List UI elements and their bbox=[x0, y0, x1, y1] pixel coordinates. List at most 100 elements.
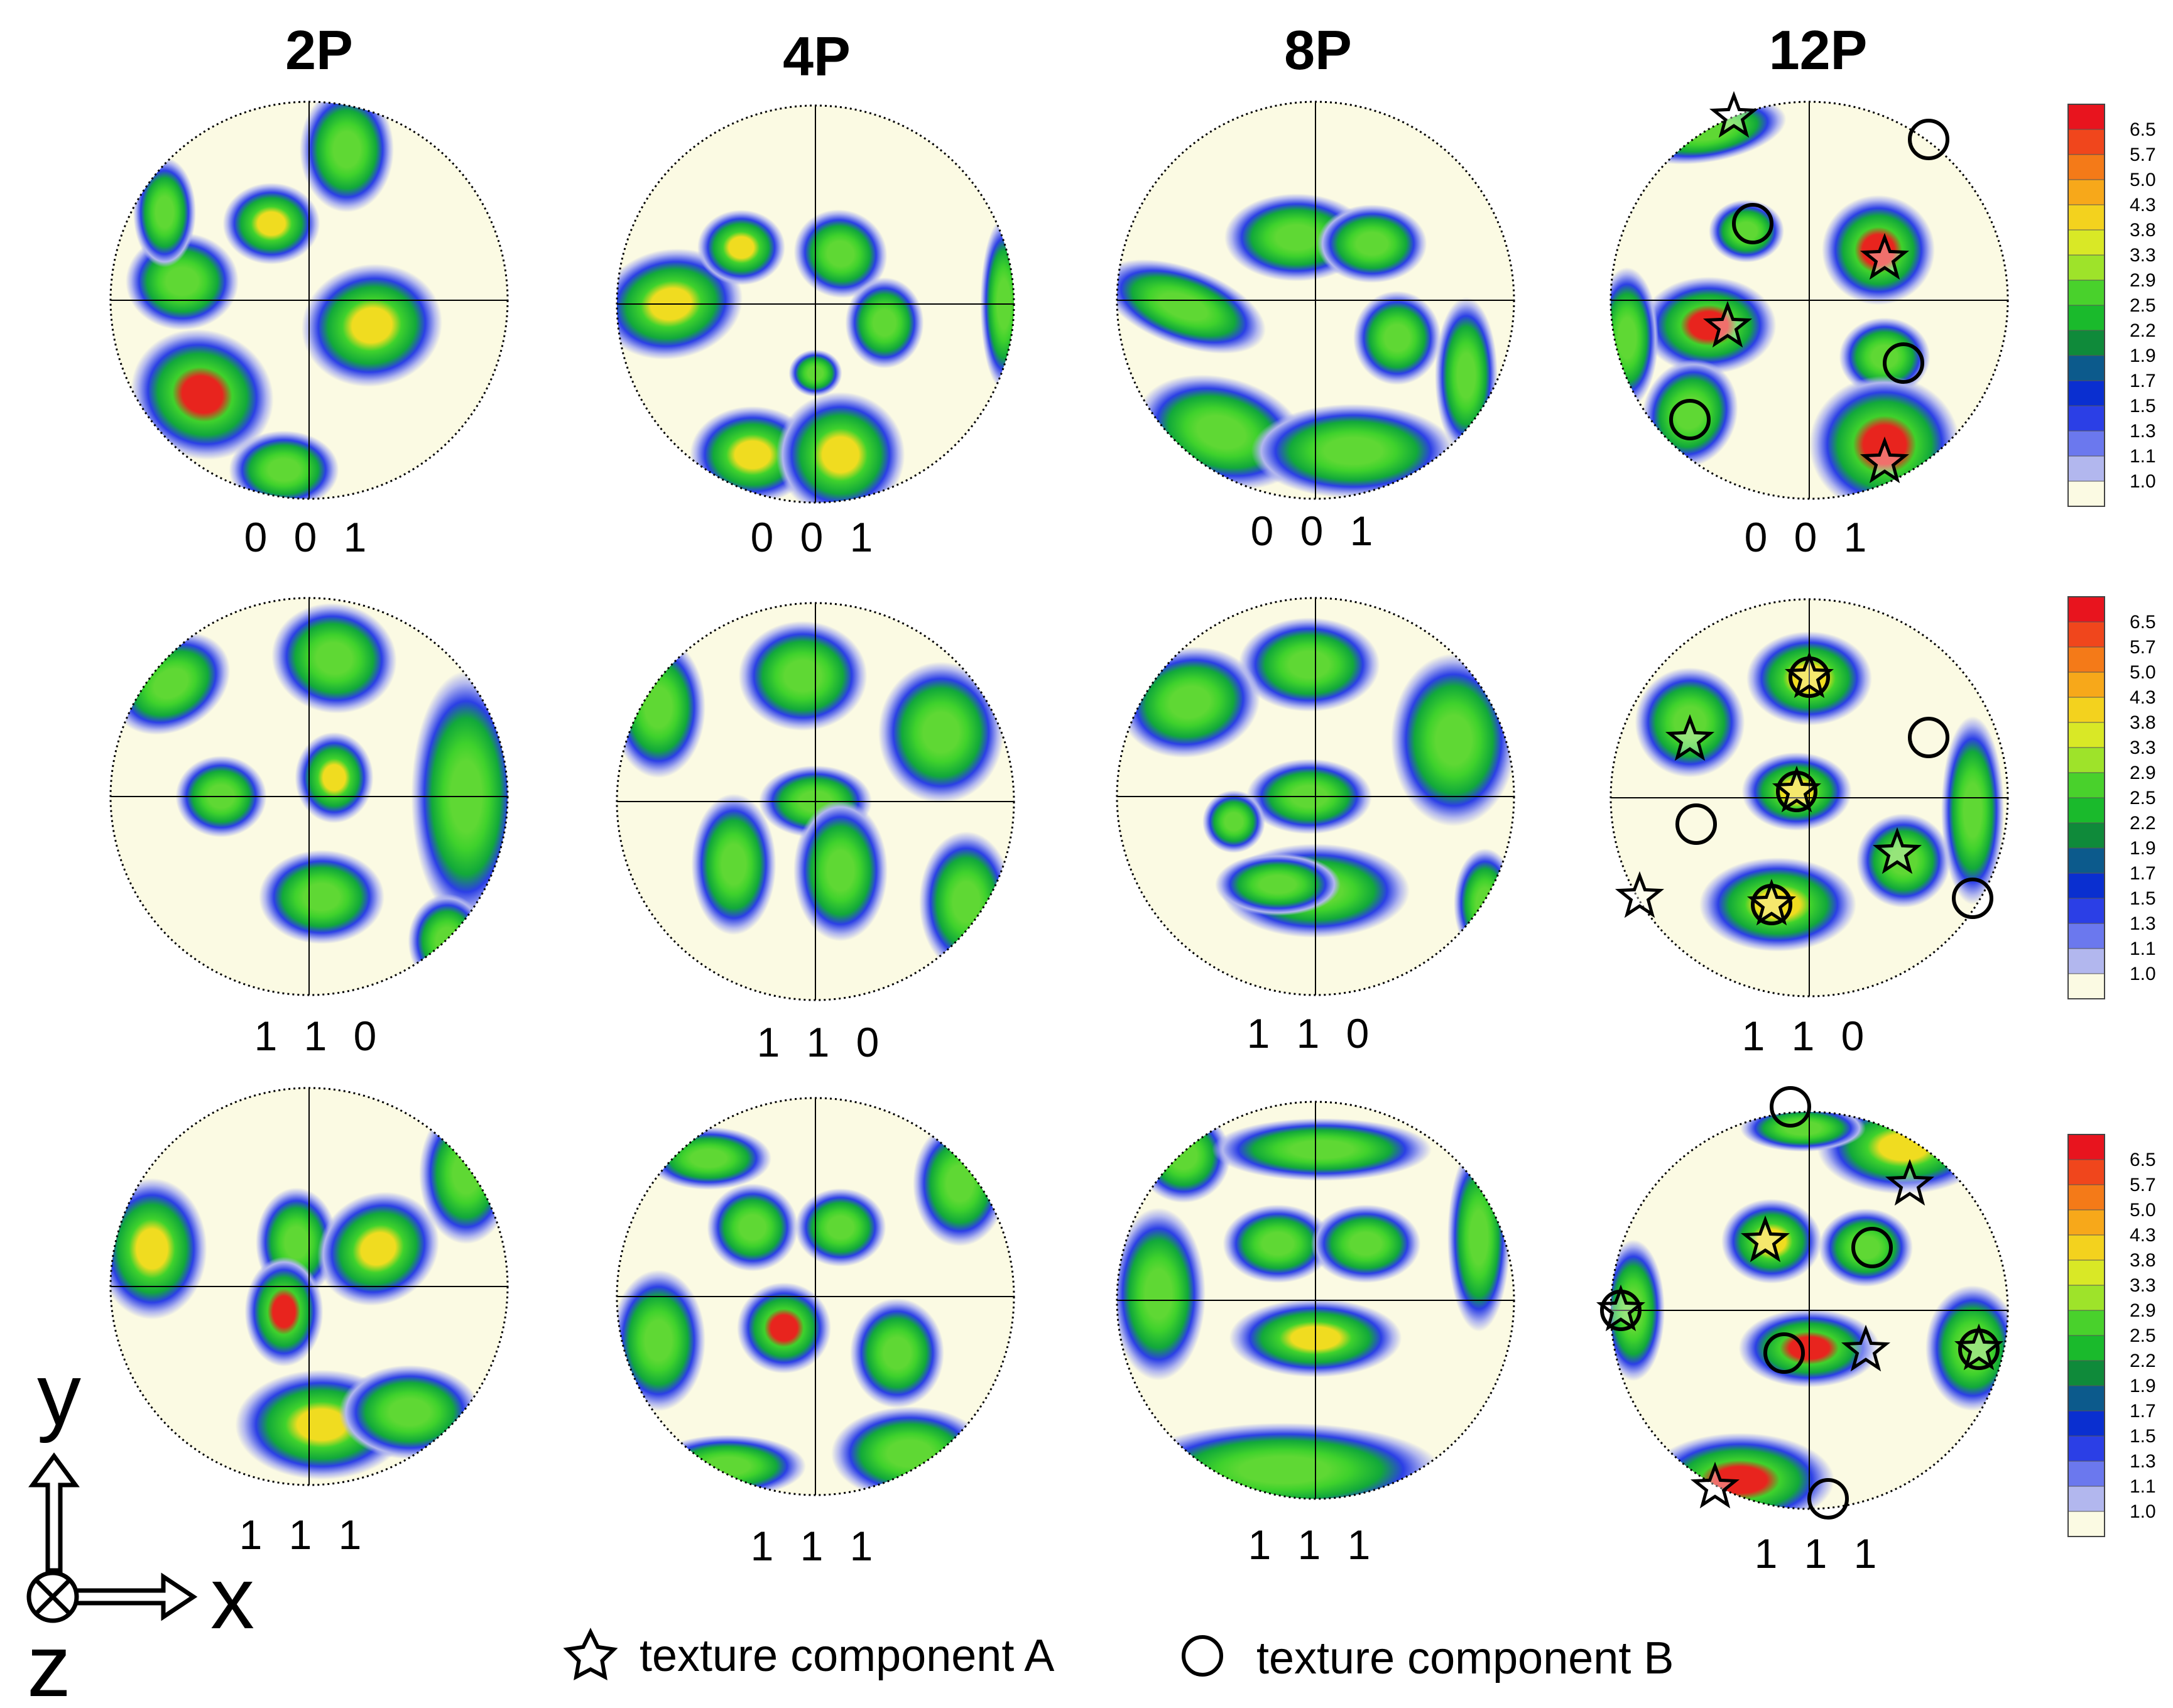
column-title-8p: 8P bbox=[1284, 19, 1352, 81]
intensity-contour bbox=[1202, 790, 1265, 853]
colorbar-swatch bbox=[2067, 481, 2105, 507]
disc-outline bbox=[616, 1097, 1015, 1496]
row-label-001-12p: 0 0 1 bbox=[1745, 514, 1875, 560]
disc-outline bbox=[616, 104, 1015, 504]
intensity-contour bbox=[1238, 617, 1380, 712]
colorbar-swatch bbox=[2067, 154, 2105, 180]
intensity-contour bbox=[1856, 813, 1951, 908]
component-b-circle-icon bbox=[1763, 1332, 1805, 1374]
legend-label-a: texture component A bbox=[640, 1631, 1054, 1681]
component-a-star-icon bbox=[1885, 1158, 1935, 1206]
pole-figure-110-4p bbox=[616, 602, 1015, 1001]
colorbar-tick-label: 2.9 bbox=[2130, 1300, 2156, 1321]
intensity-contour bbox=[1215, 853, 1341, 916]
intensity-contour bbox=[271, 603, 397, 714]
component-b-circle-icon bbox=[1807, 1478, 1849, 1520]
intensity-contour bbox=[419, 1102, 508, 1244]
colorbar-swatch bbox=[2067, 797, 2105, 824]
disc-outline bbox=[1609, 598, 2009, 998]
intensity-contour bbox=[1721, 1199, 1822, 1284]
y-axis-arrow-icon bbox=[28, 1452, 80, 1573]
colorbar-tick-label: 3.3 bbox=[2130, 737, 2156, 758]
column-title-12p: 12P bbox=[1769, 19, 1868, 81]
colorbar-swatch bbox=[2067, 1310, 2105, 1336]
intensity-contour bbox=[1447, 1143, 1510, 1332]
intensity-contour bbox=[131, 329, 274, 460]
intensity-contour bbox=[1391, 653, 1514, 827]
colorbar-swatch bbox=[2067, 455, 2105, 482]
intensity-contour bbox=[1740, 1112, 1866, 1152]
colorbar-tick-label: 5.0 bbox=[2130, 662, 2156, 683]
intensity-contour bbox=[301, 264, 443, 387]
colorbar-swatch bbox=[2067, 672, 2105, 698]
component-a-star-icon bbox=[1954, 1323, 2004, 1371]
intensity-contour bbox=[831, 1406, 988, 1495]
pole-figure-001-8p bbox=[1116, 101, 1515, 500]
pole-figure-001-4p bbox=[616, 104, 1015, 504]
colorbar-swatch bbox=[2067, 923, 2105, 949]
component-b-circle-icon bbox=[1669, 399, 1711, 440]
intensity-contour bbox=[1251, 404, 1456, 498]
component-a-star-icon bbox=[1665, 714, 1715, 761]
disc-outline bbox=[1609, 101, 2009, 500]
row-label-001-4p: 0 0 1 bbox=[751, 514, 881, 560]
pole-figure-111-2p bbox=[109, 1087, 509, 1486]
colorbar-swatch bbox=[2067, 1259, 2105, 1286]
disc-outline bbox=[1116, 1101, 1515, 1500]
colorbar-swatch bbox=[2067, 330, 2105, 356]
component-a-star-icon bbox=[1690, 1461, 1740, 1509]
colorbar-tick-label: 2.9 bbox=[2130, 763, 2156, 783]
colorbar-swatch bbox=[2067, 204, 2105, 231]
intensity-contour bbox=[878, 661, 1004, 803]
row-label-110-12p: 1 1 0 bbox=[1742, 1013, 1872, 1059]
row-label-110-8p: 1 1 0 bbox=[1247, 1010, 1377, 1057]
colorbar-frame bbox=[2067, 1134, 2105, 1537]
colorbar-swatch bbox=[2067, 1134, 2105, 1160]
row-label-110-2p: 1 1 0 bbox=[254, 1013, 384, 1059]
intensity-contour bbox=[1646, 1433, 1834, 1509]
intensity-contour bbox=[259, 850, 384, 944]
colorbar-swatch bbox=[2067, 280, 2105, 306]
colorbar-frame bbox=[2067, 596, 2105, 999]
column-title-4p: 4P bbox=[783, 25, 851, 87]
colorbar-swatch bbox=[2067, 305, 2105, 331]
colorbar-tick-label: 3.3 bbox=[2130, 1275, 2156, 1296]
colorbar-swatch bbox=[2067, 1461, 2105, 1487]
intensity-contour bbox=[317, 1192, 440, 1306]
pole-figure-001-12p bbox=[1609, 90, 2009, 500]
intensity-contour bbox=[776, 392, 905, 503]
disc-outline bbox=[109, 101, 509, 500]
row-label-111-2p: 1 1 1 bbox=[239, 1511, 369, 1558]
pole-figure-111-4p bbox=[616, 1097, 1015, 1496]
colorbar-swatch bbox=[2067, 104, 2105, 130]
intensity-contour bbox=[1454, 848, 1514, 959]
legend-label-b: texture component B bbox=[1256, 1633, 1674, 1684]
colorbar-swatch bbox=[2067, 1234, 2105, 1261]
axis-label-z: z bbox=[27, 1616, 71, 1708]
legend-circle-icon bbox=[1182, 1635, 1223, 1677]
colorbar-swatch bbox=[2067, 1159, 2105, 1185]
colorbar-tick-label: 1.1 bbox=[2130, 446, 2156, 467]
colorbar-swatch bbox=[2067, 1385, 2105, 1412]
colorbar-swatch bbox=[2067, 596, 2105, 623]
component-a-star-icon bbox=[1709, 90, 1759, 138]
colorbar-swatch bbox=[2067, 1511, 2105, 1537]
intensity-contour bbox=[850, 1298, 944, 1408]
colorbar-tick-label: 2.9 bbox=[2130, 270, 2156, 291]
intensity-contour bbox=[795, 1188, 886, 1267]
colorbar-tick-label: 1.3 bbox=[2130, 421, 2156, 442]
intensity-contour bbox=[408, 894, 487, 988]
colorbar-tick-label: 1.7 bbox=[2130, 371, 2156, 391]
component-a-star-icon bbox=[1702, 300, 1753, 348]
colorbar-tick-label: 6.5 bbox=[2130, 612, 2156, 633]
intensity-contour bbox=[1611, 267, 1658, 409]
axis-label-x: x bbox=[210, 1548, 254, 1647]
colorbar-swatch bbox=[2067, 1184, 2105, 1210]
colorbar-tick-label: 3.8 bbox=[2130, 220, 2156, 241]
colorbar-tick-label: 1.5 bbox=[2130, 1426, 2156, 1447]
intensity-contour bbox=[738, 621, 868, 731]
colorbar-swatch bbox=[2067, 229, 2105, 256]
colorbar-swatch bbox=[2067, 129, 2105, 155]
intensity-contour bbox=[793, 800, 888, 942]
